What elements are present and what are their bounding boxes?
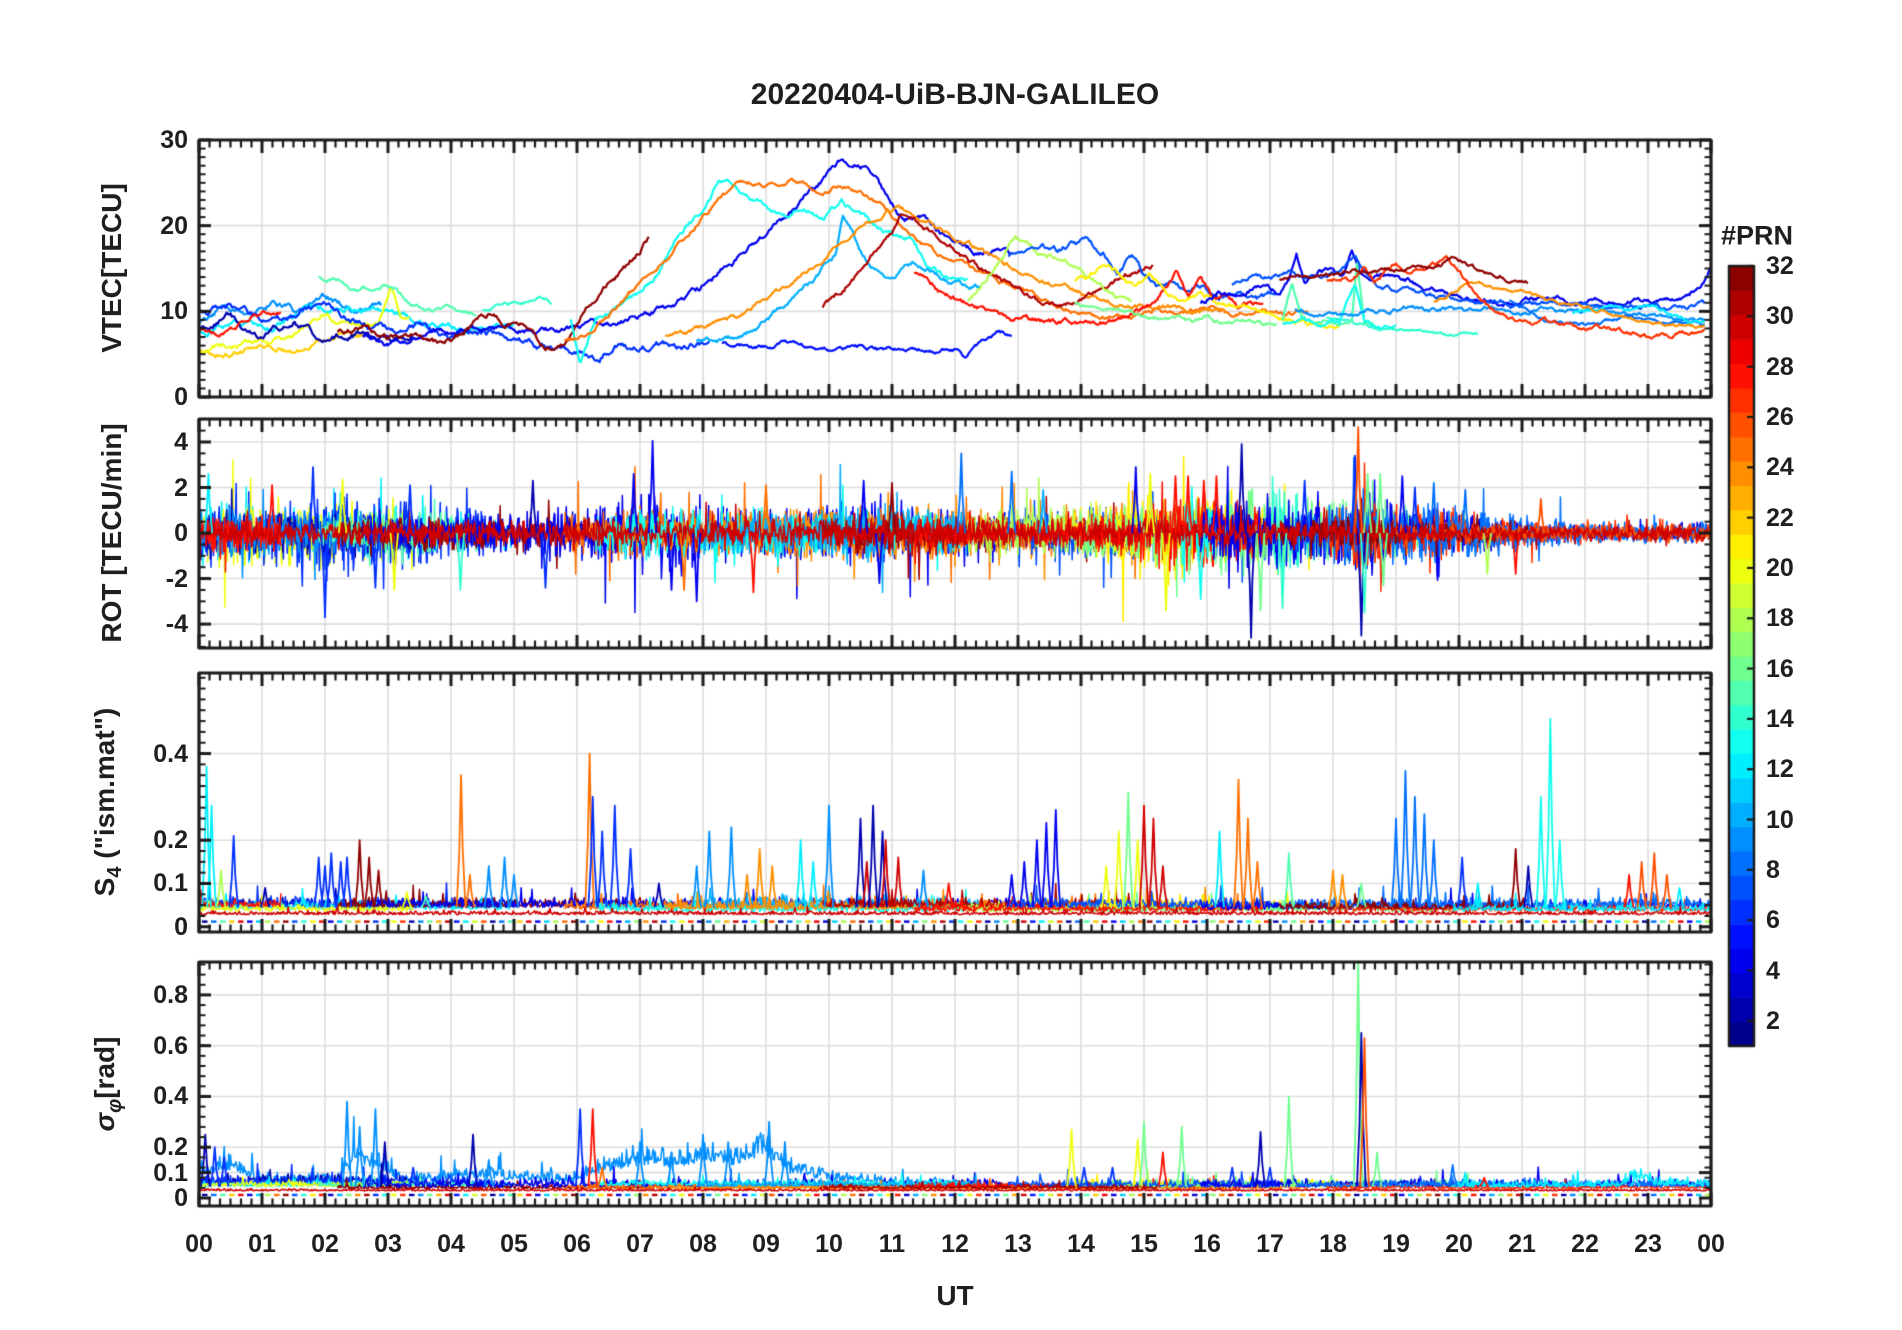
y-tick-label: 0.6 [153, 1031, 188, 1060]
x-tick-label: 18 [1319, 1230, 1347, 1258]
x-tick-label: 04 [437, 1230, 465, 1258]
y-tick-label: -4 [165, 610, 188, 639]
x-axis-label: UT [936, 1280, 974, 1311]
colorbar-tick-label: 16 [1766, 654, 1794, 683]
x-tick-label: 23 [1634, 1230, 1662, 1258]
y-tick-label: 4 [174, 427, 188, 456]
colorbar-tick-label: 12 [1766, 755, 1794, 784]
y-tick-label: 0.2 [153, 826, 188, 855]
x-tick-label: 00 [1697, 1230, 1725, 1258]
y-tick-label: 10 [160, 297, 188, 326]
x-tick-label: 00 [185, 1230, 213, 1258]
colorbar-tick-label: 20 [1766, 553, 1794, 582]
x-tick-label: 17 [1256, 1230, 1284, 1258]
x-tick-label: 16 [1193, 1230, 1221, 1258]
y-tick-label: 0 [174, 1184, 188, 1212]
y-tick-label: 0.1 [153, 869, 188, 898]
y-tick-label: 0.1 [153, 1158, 188, 1187]
vtec-axis-label: VTEC[TECU] [96, 183, 128, 353]
sigma-label-base: σ [89, 1112, 121, 1132]
x-tick-label: 09 [752, 1230, 780, 1258]
y-tick-label: 0 [174, 383, 188, 411]
x-tick-label: 01 [248, 1230, 276, 1258]
colorbar-tick-label: 18 [1766, 604, 1794, 633]
colorbar-tick-label: 6 [1766, 906, 1780, 935]
y-tick-label: 20 [160, 211, 188, 240]
colorbar-tick-label: 22 [1766, 503, 1794, 532]
x-tick-label: 02 [311, 1230, 339, 1258]
x-tick-label: 07 [626, 1230, 654, 1258]
colorbar-tick-label: 4 [1766, 956, 1780, 985]
colorbar-tick-label: 28 [1766, 352, 1794, 381]
y-tick-label: 0 [174, 519, 188, 548]
x-tick-label: 05 [500, 1230, 528, 1258]
colorbar-tick-label: 10 [1766, 805, 1794, 834]
x-tick-label: 10 [815, 1230, 843, 1258]
colorbar-tick-label: 8 [1766, 855, 1780, 884]
y-tick-label: 0.4 [153, 1082, 188, 1111]
x-tick-label: 22 [1571, 1230, 1599, 1258]
y-tick-label: 0 [174, 912, 188, 941]
colorbar-tick-label: 26 [1766, 402, 1794, 431]
y-tick-label: -2 [165, 564, 188, 593]
x-tick-label: 08 [689, 1230, 717, 1258]
x-tick-label: 06 [563, 1230, 591, 1258]
x-tick-label: 12 [941, 1230, 969, 1258]
y-tick-label: 0.8 [153, 980, 188, 1009]
x-tick-label: 20 [1445, 1230, 1473, 1258]
y-tick-label: 0.4 [153, 739, 188, 768]
x-tick-label: 13 [1004, 1230, 1032, 1258]
y-tick-label: 2 [174, 473, 188, 502]
vtec-axis-label-text: VTEC[TECU] [96, 183, 127, 353]
y-tick-label: 30 [160, 126, 188, 154]
x-tick-label: 15 [1130, 1230, 1158, 1258]
colorbar-tick-label: 2 [1766, 1006, 1780, 1035]
colorbar-tick-label: 24 [1766, 453, 1794, 482]
x-tick-label: 19 [1382, 1230, 1410, 1258]
colorbar-tick-label: 32 [1766, 252, 1794, 280]
colorbar-tick-label: 30 [1766, 302, 1794, 331]
x-tick-label: 21 [1508, 1230, 1536, 1258]
x-tick-label: 03 [374, 1230, 402, 1258]
x-tick-label: 11 [878, 1230, 906, 1258]
chart-title: 20220404-UiB-BJN-GALILEO [750, 78, 1160, 111]
y-tick-label: 0.2 [153, 1133, 188, 1162]
x-tick-label: 14 [1067, 1230, 1095, 1258]
colorbar-tick-label: 14 [1766, 704, 1794, 733]
colorbar-title: #PRN [1720, 220, 1794, 251]
